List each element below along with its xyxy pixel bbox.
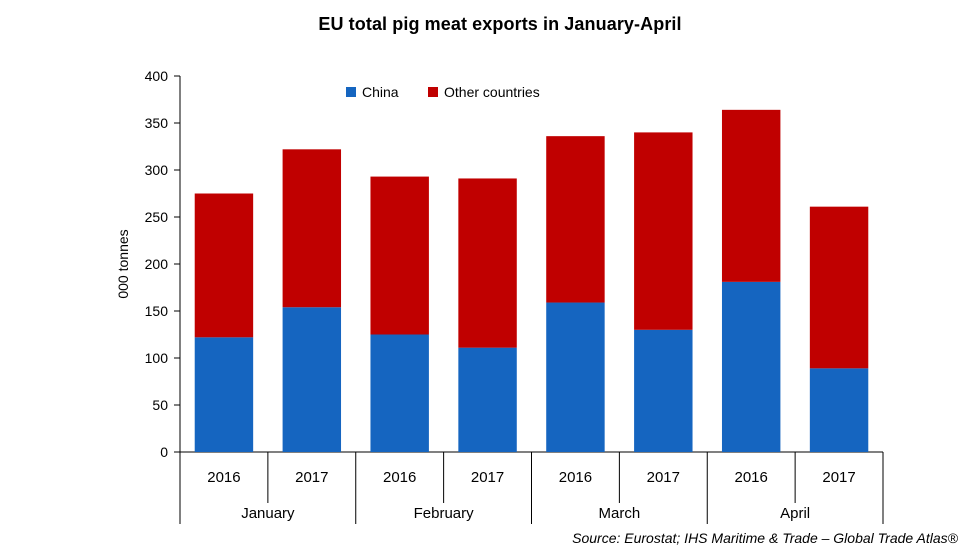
x-tick-label: 2017 <box>822 469 855 486</box>
x-tick-label: 2017 <box>471 469 504 486</box>
x-tick-label: 2016 <box>207 469 240 486</box>
legend-swatch <box>428 87 438 97</box>
bar-china <box>458 347 517 452</box>
y-axis-title: 000 tonnes <box>115 229 131 298</box>
legend-label: China <box>362 84 399 100</box>
bar-china <box>634 329 693 452</box>
bar-china <box>546 302 605 452</box>
x-tick-label: 2017 <box>647 469 680 486</box>
chart-title: EU total pig meat exports in January-Apr… <box>318 14 682 34</box>
legend: China Other countries <box>346 84 540 100</box>
bar-other-countries <box>634 132 693 330</box>
x-tick-label: 2016 <box>383 469 416 486</box>
bar-other-countries <box>809 206 869 369</box>
legend-swatch <box>346 87 356 97</box>
x-group-label: January <box>241 505 295 522</box>
bar-china <box>809 368 869 452</box>
bar-china <box>194 337 254 452</box>
bar-other-countries <box>194 193 254 338</box>
bar-china <box>282 307 342 452</box>
x-tick-label: 2016 <box>735 469 768 486</box>
bars <box>194 109 869 452</box>
x-group-label: March <box>599 505 641 522</box>
y-tick-label: 250 <box>145 209 169 225</box>
bar-other-countries <box>370 176 429 335</box>
bar-china <box>721 281 781 452</box>
x-tick-label: 2017 <box>295 469 328 486</box>
y-tick-label: 400 <box>145 68 169 84</box>
x-group-label: April <box>780 505 810 522</box>
bar-china <box>370 334 429 452</box>
bar-other-countries <box>546 136 605 303</box>
y-tick-label: 100 <box>145 350 169 366</box>
axes: 0 50 100 150 200 250 300 350 400 000 tonnes 2016 20… <box>115 68 884 524</box>
y-tick-label: 200 <box>145 256 169 272</box>
x-tick-label: 2016 <box>559 469 592 486</box>
source-note: Source: Eurostat; IHS Maritime & Trade –… <box>572 530 958 546</box>
bar-other-countries <box>458 178 517 348</box>
y-tick-label: 50 <box>152 397 168 413</box>
y-tick-label: 350 <box>145 115 169 131</box>
bar-other-countries <box>721 109 781 282</box>
y-tick-label: 300 <box>145 162 169 178</box>
x-group-label: February <box>414 505 475 522</box>
y-tick-label: 0 <box>160 444 168 460</box>
y-tick-label: 150 <box>145 303 169 319</box>
legend-label: Other countries <box>444 84 540 100</box>
bar-other-countries <box>282 149 342 308</box>
